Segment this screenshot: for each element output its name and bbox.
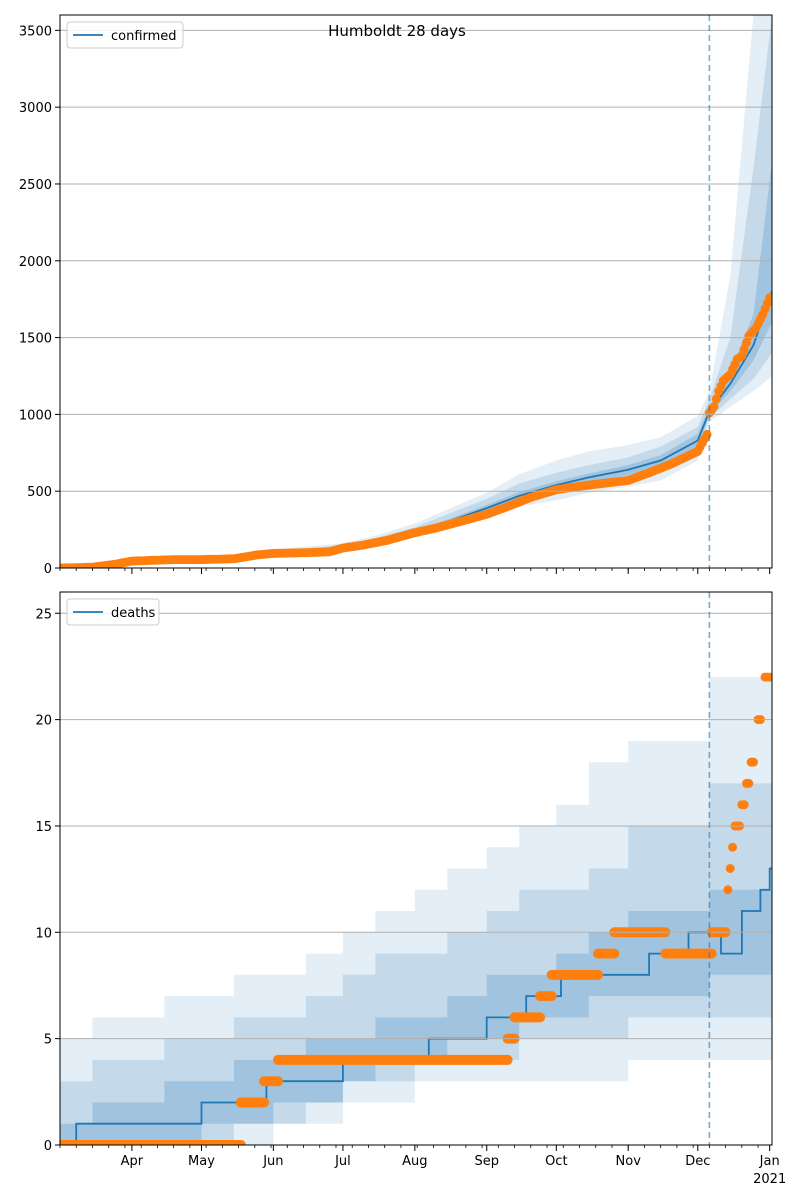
panel-1: 0 5 10 15 20 25 Apr May Jun Jul Aug Sep Oct Nov Dec Jan… (35, 591, 786, 1187)
x-tick-label: Aug (402, 1154, 427, 1169)
observed-point (725, 864, 735, 873)
y-tick-label: 20 (35, 714, 52, 729)
y-tick-label: 5 (44, 1033, 52, 1048)
axes-frame (59, 14, 773, 569)
y-tick-label: 2000 (19, 255, 52, 270)
legend-label: confirmed (111, 29, 177, 44)
x-tick-label: Nov (616, 1154, 642, 1169)
y-tick-label: 25 (35, 607, 52, 622)
y-tick-label: 10 (35, 926, 52, 941)
y-tick-label: 0 (44, 1139, 52, 1154)
y-tick-label: 500 (27, 485, 52, 500)
y-tick-label: 2500 (19, 178, 52, 193)
observed-point (744, 778, 754, 788)
observed-point (748, 757, 758, 767)
panel-0: 0 500 1000 1500 2000 2500 3000 3500 confirmed (19, 14, 773, 577)
uncertainty-band-0 (60, 15, 772, 568)
y-tick-label: 3000 (19, 101, 52, 116)
observed-point (739, 800, 749, 810)
plot-area (60, 15, 772, 568)
chart-title: Humboldt 28 days (328, 22, 466, 40)
y-tick-label: 1500 (19, 332, 52, 347)
y-tick-label: 0 (44, 562, 52, 577)
observed-point (765, 672, 772, 682)
x-tick-label: Oct (545, 1154, 567, 1169)
legend-box (66, 598, 160, 626)
uncertainty-band-0 (60, 677, 772, 1145)
x-tick-label: Dec (685, 1154, 710, 1169)
uncertainty-band-1 (60, 15, 772, 568)
y-tick-label: 1000 (19, 408, 52, 423)
plot-area (60, 672, 772, 1145)
observed-point (728, 842, 738, 852)
observed-point (723, 885, 733, 895)
observed-series (60, 293, 772, 568)
y-tick-label: 15 (35, 820, 52, 835)
y-tick-label: 3500 (19, 24, 52, 39)
observed-series (60, 672, 772, 1145)
x-tick-label: Sep (474, 1154, 499, 1169)
x-tick-label: Jun (262, 1154, 283, 1169)
x-tick-label: Jul (334, 1154, 351, 1169)
legend: confirmed (66, 21, 184, 49)
x-tick-label: May (188, 1154, 215, 1169)
legend: deaths (66, 598, 160, 626)
legend-box (66, 21, 184, 49)
observed-point (702, 429, 712, 439)
legend-label: deaths (111, 606, 156, 621)
uncertainty-band-1 (60, 783, 772, 1145)
axes-frame (59, 591, 773, 1146)
x-year-label: 2021 (753, 1172, 786, 1187)
observed-point (711, 394, 721, 404)
observed-point (765, 293, 772, 303)
x-tick-label: Jan (759, 1154, 780, 1169)
uncertainty-band-2 (60, 160, 772, 568)
x-tick-label: Apr (121, 1154, 144, 1169)
observed-point (709, 402, 719, 412)
